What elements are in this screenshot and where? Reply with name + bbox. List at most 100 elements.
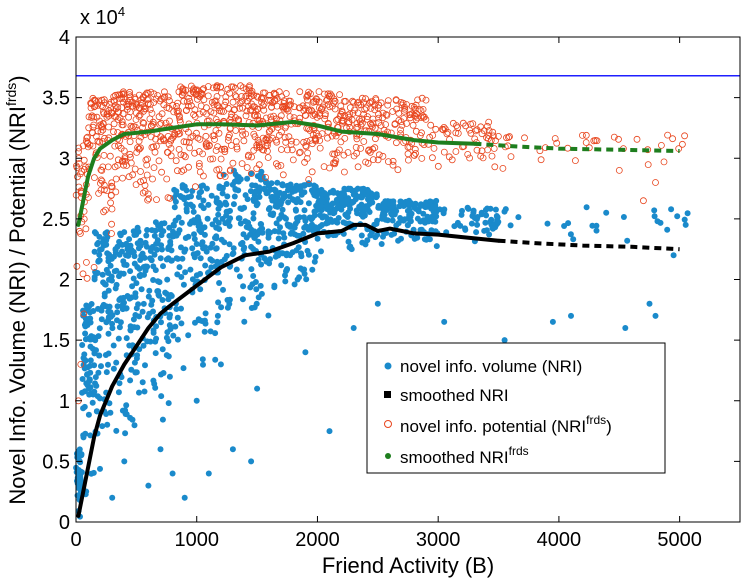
data-point [101,290,108,297]
data-point [158,110,166,118]
data-point [112,249,119,256]
data-point [338,206,345,213]
data-point [269,99,276,107]
series-line-tail [474,141,680,153]
data-point [652,312,659,319]
data-point [216,280,223,286]
data-point [464,150,472,158]
data-point [368,122,376,129]
data-point [188,193,194,200]
data-point [414,96,422,104]
data-point [167,137,175,145]
data-point [135,301,142,308]
data-point [485,118,493,126]
x-tick-label: 0 [70,529,81,551]
data-point [216,172,224,180]
data-point [570,236,577,243]
data-point [567,231,574,238]
data-point [95,369,102,376]
data-point [158,393,165,400]
data-point [466,154,474,162]
data-point [219,184,226,191]
data-point [155,157,163,165]
data-point [144,100,152,108]
data-point [254,105,262,113]
data-point [129,171,137,179]
data-point [227,113,235,121]
data-point [139,379,146,386]
data-point [86,385,92,392]
data-point [374,156,382,164]
data-point [102,352,109,358]
data-point [100,151,108,159]
data-point [603,209,610,216]
data-point [257,221,264,227]
data-point [202,310,209,317]
data-point [257,175,264,181]
data-point [301,207,308,214]
data-point [116,324,123,331]
data-point [248,243,255,250]
data-point [271,284,278,291]
data-point [107,199,114,207]
data-point [175,113,183,121]
data-point [280,230,287,237]
data-point [298,253,305,260]
data-point [94,270,101,276]
data-point [311,182,318,189]
data-point [217,155,225,163]
data-point [103,303,110,310]
legend-label-smoothed-nri: smoothed NRI [400,386,509,405]
data-point [173,255,180,262]
data-point [125,247,132,254]
data-point [291,224,298,231]
data-point [79,142,87,150]
data-point [473,229,480,236]
data-point [197,286,204,293]
data-point [193,397,200,404]
data-point [306,214,313,221]
data-point [684,210,691,217]
data-point [432,125,440,133]
data-point [480,127,488,135]
data-point [141,254,148,261]
data-point [319,222,325,228]
data-point [255,143,263,151]
data-point [477,152,485,160]
data-point [357,144,365,152]
data-point [362,104,370,112]
data-point [151,232,158,239]
data-point [489,128,497,136]
data-point [398,122,406,129]
data-point [362,241,369,248]
data-point [139,189,147,197]
data-point [229,83,237,91]
data-point [97,465,103,472]
data-point [180,281,187,288]
data-point [187,266,194,273]
data-point [140,119,148,127]
data-point [97,176,105,184]
data-point [127,377,134,384]
data-point [115,389,122,396]
data-point [180,138,188,146]
data-point [330,210,337,217]
data-point [411,145,419,153]
data-point [283,146,291,154]
data-point [213,199,220,206]
data-point [191,217,197,224]
data-point [349,110,357,117]
series-line-path [76,222,501,518]
legend-label-nri-frds: novel info. potential (NRIfrds) [400,413,612,436]
data-point [301,270,308,277]
data-point [295,149,303,157]
data-point [373,193,380,200]
data-point [157,137,164,145]
data-point [248,153,256,161]
data-point [119,157,127,165]
data-point [129,283,136,290]
data-point [445,153,453,161]
data-point [417,114,425,121]
data-point [418,154,426,162]
data-point [454,221,461,228]
